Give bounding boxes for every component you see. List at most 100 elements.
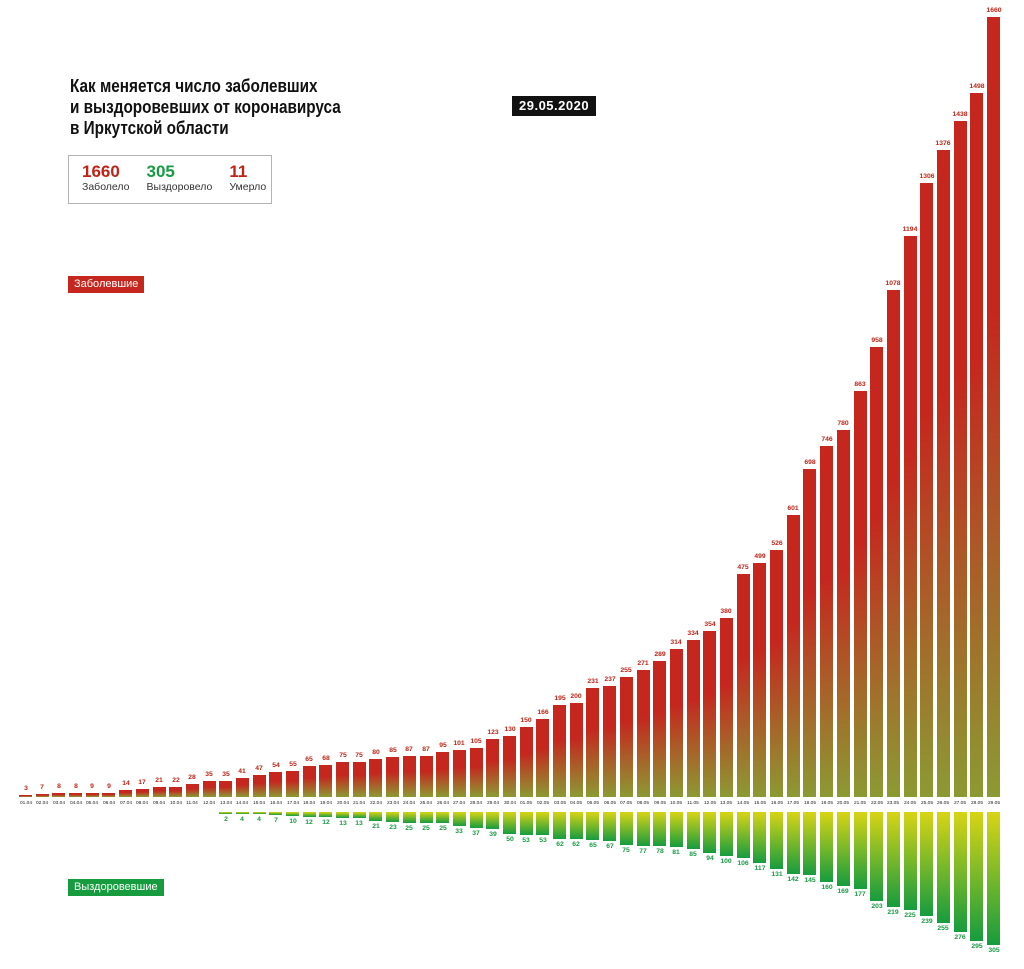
infected-value-label: 75 (355, 751, 364, 759)
infected-bar (886, 290, 900, 797)
page-title: Как меняется число заболевших и выздоров… (70, 76, 341, 139)
recovered-value-label: 142 (787, 875, 799, 883)
recovered-value-label: 305 (987, 946, 1000, 954)
recovered-bar (319, 812, 333, 818)
date-tick: 27.04 (453, 800, 466, 806)
date-tick: 09.04 (153, 800, 166, 806)
infected-value-label: 958 (871, 336, 883, 344)
infected-bar (903, 235, 917, 797)
recovered-value-label: 53 (522, 836, 530, 844)
infected-bar (452, 749, 466, 797)
recovered-value-label: 12 (305, 818, 314, 827)
legend-infected: Заболевшие (68, 276, 145, 293)
infected-value-label: 80 (372, 748, 380, 757)
infected-bar (52, 793, 66, 797)
infected-value-label: 499 (754, 551, 766, 560)
recovered-value-label: 169 (837, 887, 849, 895)
stat-infected: 1660 Заболело (82, 163, 130, 193)
title-line-1: Как меняется число заболевших (70, 76, 318, 96)
recovered-value-label: 50 (505, 835, 514, 843)
infected-value-label: 35 (205, 769, 213, 778)
infected-bar (286, 771, 300, 797)
date-tick: 23.04 (386, 800, 399, 806)
date-tick: 27.05 (954, 800, 967, 806)
infected-value-label: 8 (56, 782, 61, 791)
stat-recovered-value: 305 (146, 162, 175, 181)
recovered-value-label: 131 (770, 870, 783, 878)
infected-bar (987, 17, 1001, 797)
date-tick: 21.04 (353, 800, 366, 806)
date-tick: 08.04 (136, 800, 149, 806)
infected-value-label: 314 (670, 638, 683, 647)
recovered-value-label: 145 (804, 876, 816, 885)
infected-bar (85, 792, 99, 797)
recovered-value-label: 177 (854, 890, 866, 898)
date-tick: 25.05 (920, 800, 933, 806)
date-tick: 03.04 (52, 800, 65, 806)
infected-bar (386, 757, 400, 797)
date-tick: 22.04 (369, 800, 382, 806)
infected-value-label: 47 (255, 764, 263, 772)
infected-bar (219, 780, 233, 797)
date-tick: 11.04 (186, 800, 199, 806)
infected-bar (169, 786, 183, 797)
infected-bar (836, 430, 850, 797)
recovered-value-label: 7 (273, 816, 278, 824)
recovered-bar (419, 812, 433, 823)
infected-bar (803, 469, 817, 797)
infected-bar (235, 777, 249, 797)
date-tick: 17.05 (787, 800, 800, 806)
recovered-bar (519, 812, 533, 836)
stat-died: 11 Умерло (229, 163, 266, 193)
date-tick: 16.05 (770, 800, 783, 806)
infected-bar (19, 795, 32, 797)
date-tick: 30.04 (503, 800, 516, 806)
recovered-value-label: 21 (372, 822, 380, 830)
infected-bar (770, 549, 784, 797)
recovered-bar (770, 812, 784, 870)
date-tick: 17.04 (286, 800, 299, 806)
recovered-value-label: 62 (555, 840, 564, 848)
infected-bar (686, 640, 700, 797)
date-tick: 07.05 (620, 800, 633, 806)
date-tick: 16.04 (269, 800, 282, 806)
date-tick: 20.04 (336, 800, 349, 806)
date-tick: 14.04 (236, 800, 249, 806)
date-tick: 06.05 (603, 800, 616, 806)
date-tick: 08.05 (637, 800, 650, 806)
date-tick: 14.05 (737, 800, 750, 806)
recovered-bar (252, 812, 266, 814)
recovered-value-label: 33 (455, 827, 464, 836)
infected-value-label: 101 (453, 738, 466, 747)
infected-value-label: 150 (520, 715, 532, 724)
infected-bar (119, 790, 133, 797)
stat-died-label: Умерло (229, 181, 267, 193)
infected-value-label: 35 (221, 769, 230, 778)
infected-bar (185, 783, 199, 797)
infected-bar (152, 787, 166, 797)
infected-value-label: 1498 (969, 82, 985, 90)
infected-value-label: 698 (804, 458, 816, 466)
recovered-bar (886, 812, 900, 908)
infected-value-label: 271 (637, 658, 649, 667)
recovered-bar (536, 812, 550, 836)
recovered-bar (836, 812, 850, 886)
recovered-value-label: 276 (954, 933, 966, 942)
infected-bar (269, 771, 283, 797)
infected-value-label: 85 (388, 746, 397, 754)
date-tick: 11.05 (687, 800, 699, 806)
recovered-value-label: 225 (904, 911, 916, 919)
date-badge: 29.05.2020 (512, 96, 597, 116)
infected-bar (636, 669, 650, 797)
infected-value-label: 1438 (952, 110, 968, 119)
recovered-bar (703, 812, 717, 853)
infected-value-label: 22 (171, 775, 180, 784)
infected-bar (586, 688, 600, 797)
recovered-bar (753, 812, 767, 864)
infected-bar (252, 774, 266, 797)
infected-value-label: 41 (238, 767, 247, 775)
recovered-value-label: 37 (472, 829, 480, 837)
date-tick: 23.05 (887, 800, 900, 806)
